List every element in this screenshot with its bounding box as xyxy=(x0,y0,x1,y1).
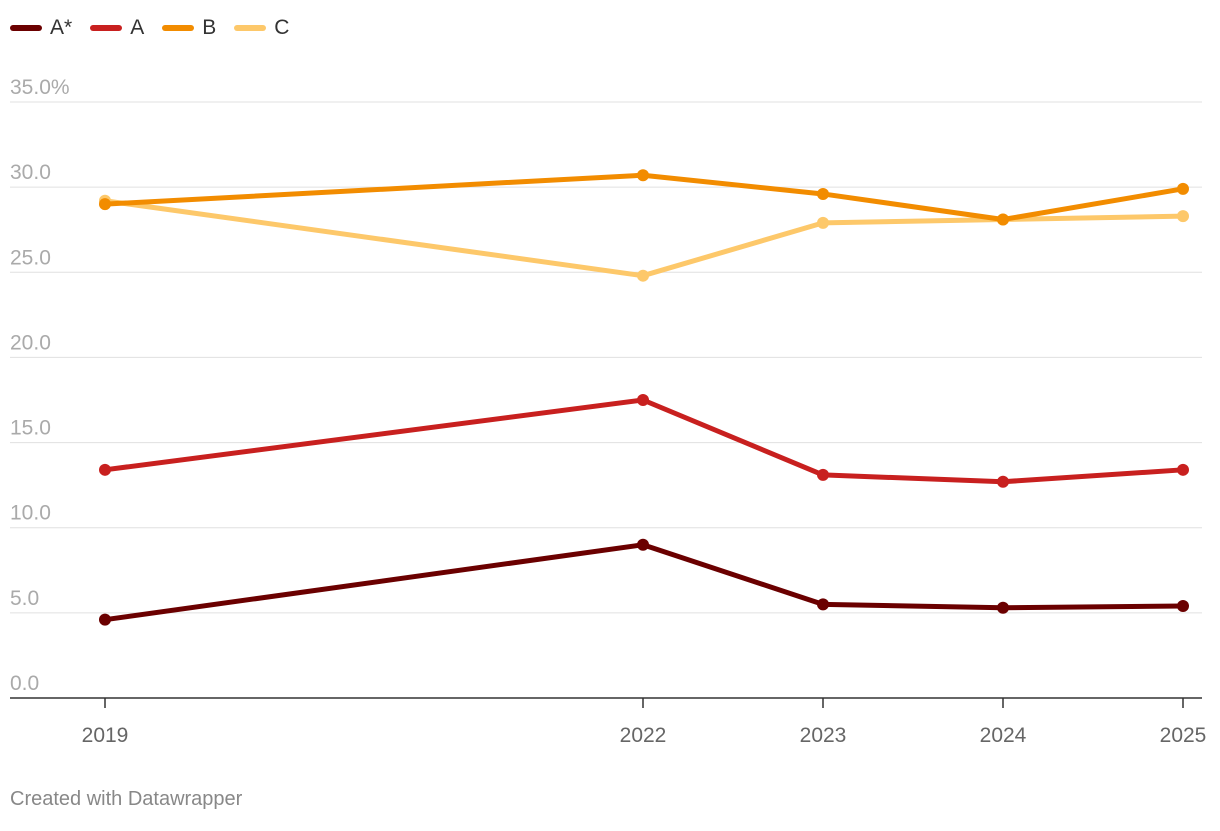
series-line-c xyxy=(102,198,1186,279)
legend-item-a-star: A* xyxy=(10,16,72,40)
data-point-b xyxy=(99,198,111,211)
series-line-a xyxy=(102,397,1186,485)
data-point-a xyxy=(817,468,829,481)
x-tick-label: 2023 xyxy=(800,724,847,747)
y-tick-label: 15.0 xyxy=(10,417,51,440)
data-point-b xyxy=(637,169,649,182)
data-point-c xyxy=(1177,210,1189,223)
series-line-a-star xyxy=(102,542,1186,623)
x-tick-label: 2024 xyxy=(980,724,1027,747)
data-point-a-star xyxy=(637,538,649,551)
y-tick-label: 5.0 xyxy=(10,587,39,610)
legend-item-a: A xyxy=(90,16,144,40)
legend-label: B xyxy=(202,16,217,39)
data-point-b xyxy=(1177,182,1189,195)
legend-label: A* xyxy=(50,16,73,39)
y-tick-label: 10.0 xyxy=(10,502,51,525)
legend-swatch xyxy=(10,25,42,31)
y-tick-label: 30.0 xyxy=(10,161,51,184)
data-point-b xyxy=(997,213,1009,226)
data-point-a-star xyxy=(817,598,829,611)
legend-swatch xyxy=(162,25,195,31)
data-point-a xyxy=(99,463,111,476)
legend-swatch xyxy=(90,25,123,31)
legend-swatch xyxy=(234,25,267,31)
legend-label: C xyxy=(274,16,290,39)
y-tick-label: 0.0 xyxy=(10,672,39,695)
x-tick-label: 2025 xyxy=(1160,724,1207,747)
data-point-c xyxy=(817,216,829,229)
data-point-a-star xyxy=(997,601,1009,614)
data-point-a-star xyxy=(99,613,111,626)
footer-credit: Created with Datawrapper xyxy=(10,788,243,810)
data-point-a xyxy=(997,475,1009,488)
data-point-b xyxy=(817,187,829,200)
legend-item-c: C xyxy=(234,16,289,40)
y-tick-label: 35.0% xyxy=(10,76,70,99)
y-tick-label: 20.0 xyxy=(10,331,51,354)
legend-item-b: B xyxy=(162,16,216,40)
series-line-b xyxy=(102,172,1186,222)
data-point-c xyxy=(637,269,649,282)
y-tick-label: 25.0 xyxy=(10,246,51,269)
x-tick-label: 2022 xyxy=(620,724,667,747)
data-point-a-star xyxy=(1177,600,1189,613)
x-tick-label: 2019 xyxy=(82,724,129,747)
data-point-a xyxy=(637,394,649,406)
data-point-a xyxy=(1177,463,1189,476)
legend-label: A xyxy=(130,16,145,39)
legend: A* A B C xyxy=(10,16,289,40)
